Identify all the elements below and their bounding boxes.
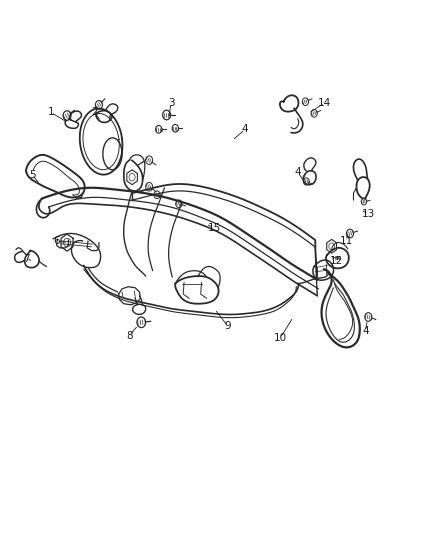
Text: 14: 14 xyxy=(318,98,331,108)
Text: 3: 3 xyxy=(168,98,174,108)
Text: 12: 12 xyxy=(330,256,343,266)
Text: HK: HK xyxy=(332,256,342,261)
Text: 4: 4 xyxy=(294,167,301,177)
Text: 1: 1 xyxy=(48,107,54,117)
Text: 13: 13 xyxy=(362,209,375,220)
Text: 4: 4 xyxy=(362,326,369,336)
Text: 10: 10 xyxy=(274,333,287,343)
Text: 11: 11 xyxy=(340,236,353,246)
Text: 2: 2 xyxy=(91,107,98,117)
Text: 8: 8 xyxy=(126,330,133,341)
Text: 15: 15 xyxy=(208,223,221,233)
Text: 6: 6 xyxy=(53,236,60,246)
Text: 7: 7 xyxy=(23,254,29,263)
Text: 5: 5 xyxy=(29,170,35,180)
Text: 4: 4 xyxy=(242,124,248,134)
Text: 9: 9 xyxy=(224,321,231,331)
